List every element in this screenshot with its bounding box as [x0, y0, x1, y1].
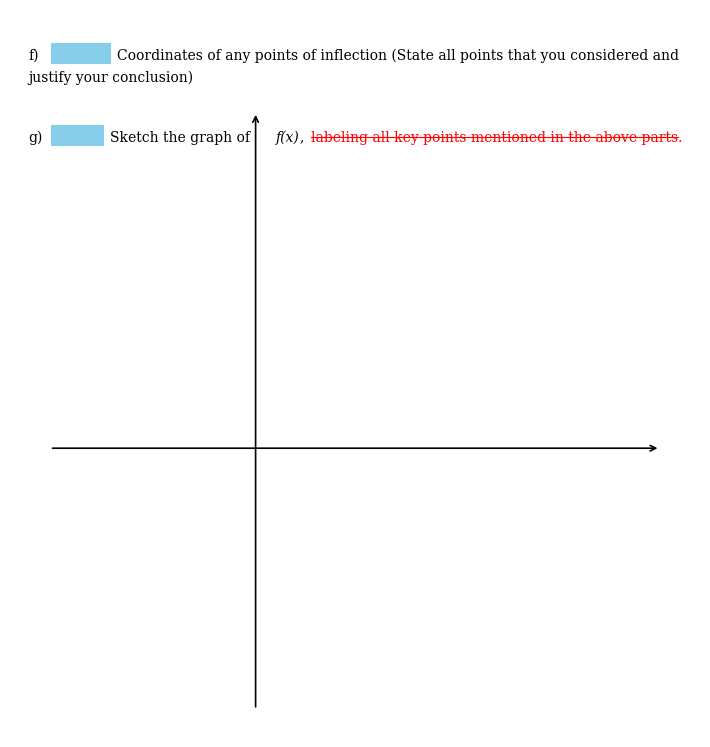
- Text: g): g): [28, 131, 43, 145]
- Text: f(x): f(x): [275, 131, 299, 145]
- FancyBboxPatch shape: [51, 43, 111, 64]
- Text: justify your conclusion): justify your conclusion): [28, 71, 194, 85]
- Text: Coordinates of any points of inflection (State all points that you considered an: Coordinates of any points of inflection …: [117, 49, 679, 63]
- FancyBboxPatch shape: [51, 125, 104, 146]
- Text: f): f): [28, 49, 39, 63]
- Text: labeling all key points mentioned in the above parts.: labeling all key points mentioned in the…: [311, 131, 682, 145]
- Text: ,: ,: [300, 131, 308, 145]
- Text: Sketch the graph of: Sketch the graph of: [110, 131, 254, 145]
